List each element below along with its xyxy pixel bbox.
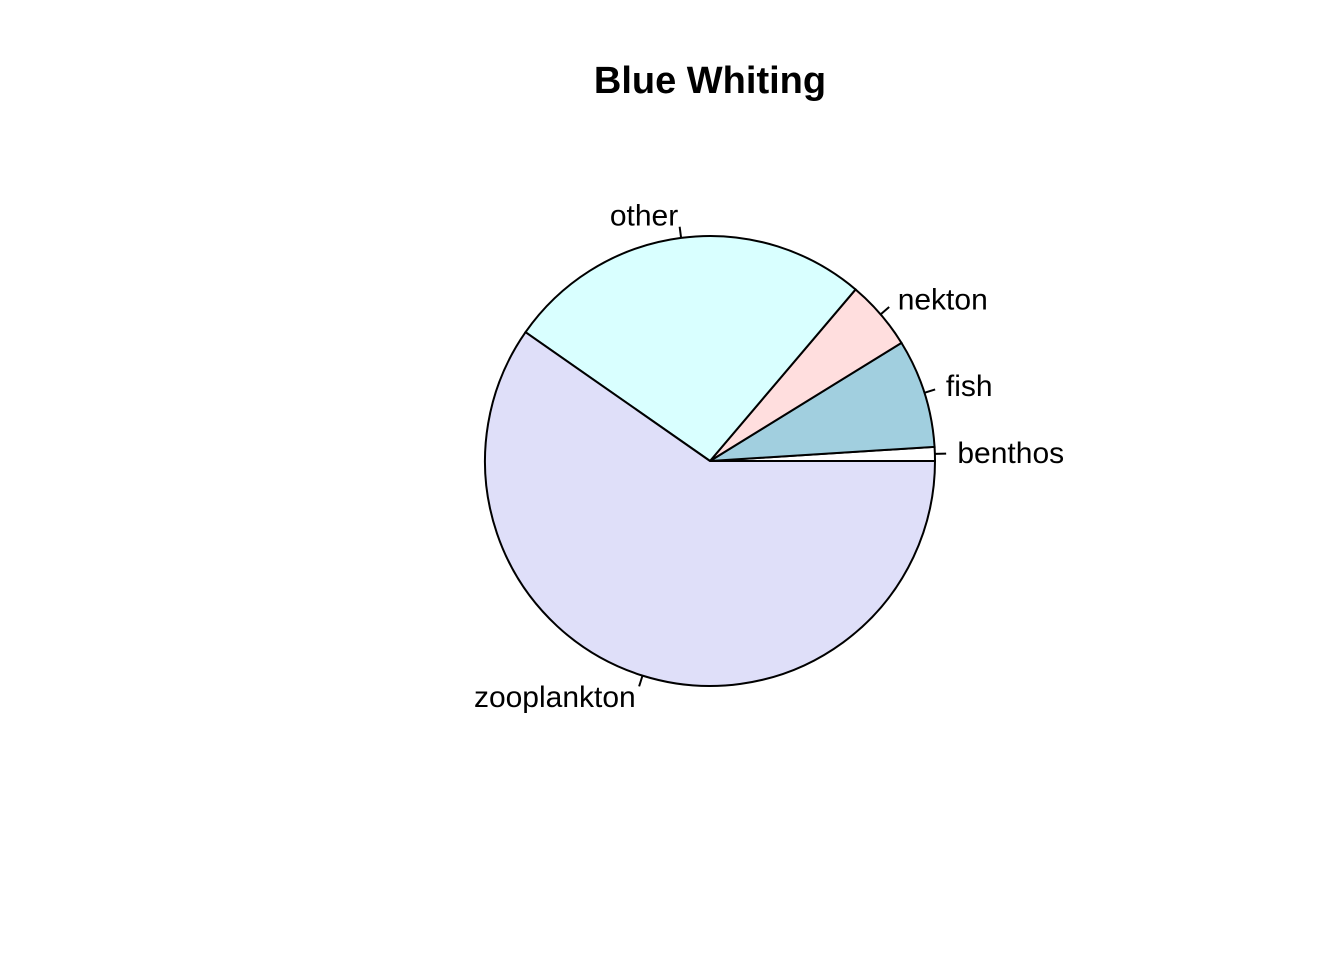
leader-line-zooplankton <box>638 675 644 687</box>
pie-slice-zooplankton <box>484 330 937 687</box>
leader-line-fish <box>924 388 936 394</box>
slice-label-benthos: benthos <box>957 437 1064 470</box>
pie-labels: benthos fish nekton other zooplankton <box>474 200 1064 715</box>
pie-slices <box>484 235 937 687</box>
slice-label-fish: fish <box>946 370 993 403</box>
chart-title: Blue Whiting <box>594 60 826 102</box>
leader-line-other <box>678 226 683 238</box>
pie-slice-fish <box>709 341 936 462</box>
leader-line-nekton <box>879 306 890 316</box>
slice-label-zooplankton: zooplankton <box>474 681 636 714</box>
slice-label-other: other <box>610 200 678 233</box>
pie-slice-other <box>524 235 858 463</box>
slice-label-nekton: nekton <box>898 284 988 317</box>
